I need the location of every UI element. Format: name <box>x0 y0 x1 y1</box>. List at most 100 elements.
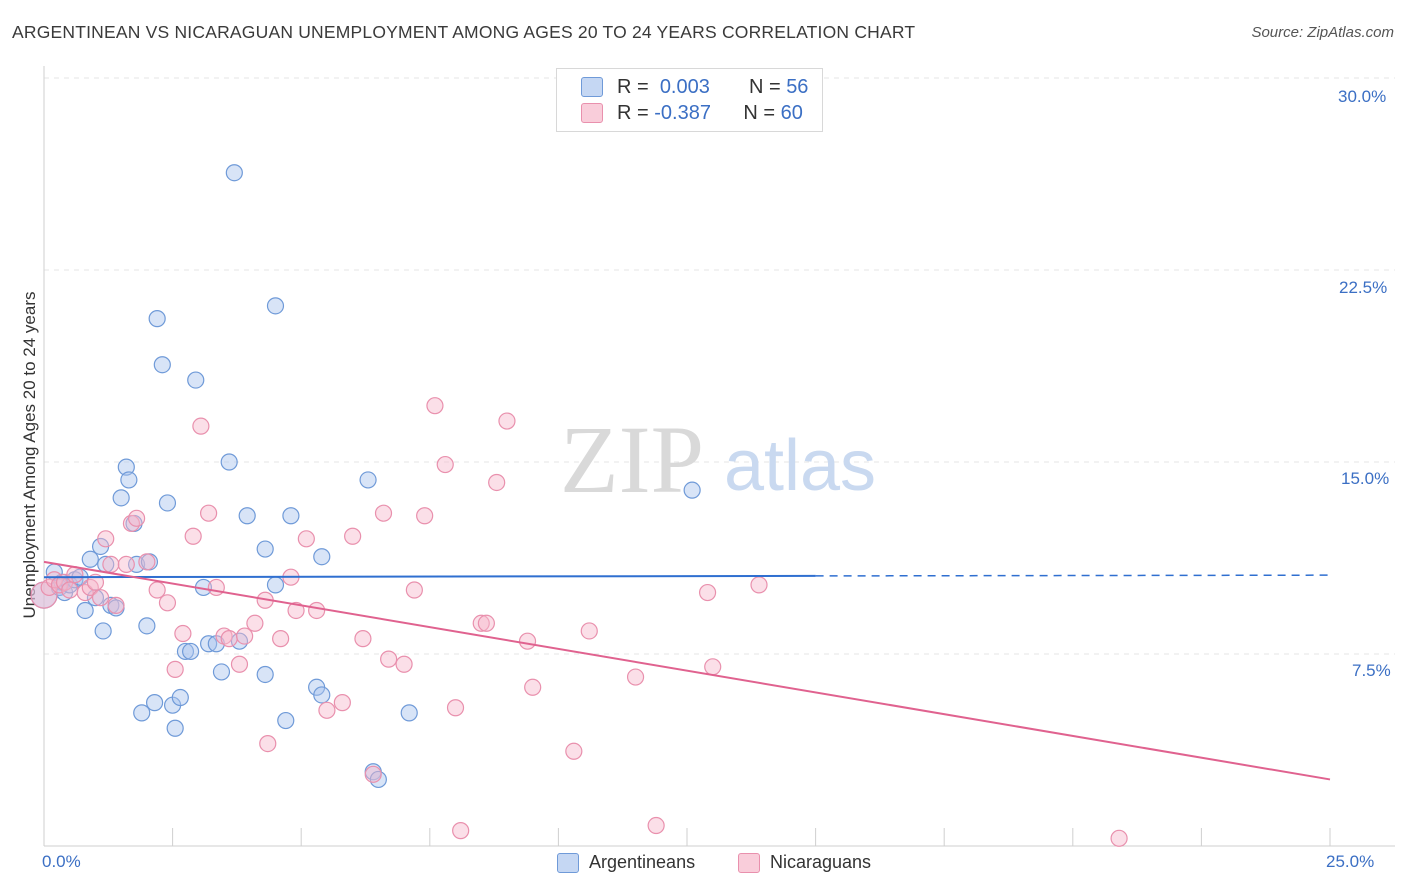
nicaraguans-point <box>580 622 598 640</box>
r-value: -0.387 <box>654 101 711 124</box>
legend-item-nicaraguans: Nicaraguans <box>738 852 871 873</box>
argentineans-point <box>148 310 166 328</box>
nicaraguans-point <box>488 473 506 492</box>
nicaraguans-point <box>405 581 423 599</box>
argentineans-point <box>94 622 112 640</box>
argentineans-point <box>225 164 243 182</box>
chart-title: ARGENTINEAN VS NICARAGUAN UNEMPLOYMENT A… <box>12 22 916 42</box>
nicaraguans-point <box>166 660 184 678</box>
nicaraguans-point <box>374 504 393 522</box>
argentineans-point <box>313 686 331 704</box>
n-value: 60 <box>780 101 803 124</box>
argentineans-point <box>230 632 249 650</box>
nicaraguans-point <box>236 627 254 645</box>
correlation-legend: R = 0.003 N = 56 R = -0.387 N = 60 <box>556 68 823 132</box>
nicaraguans-point <box>344 527 362 545</box>
nicaraguans-point <box>66 566 84 584</box>
argentineans-point <box>112 489 130 507</box>
nicaraguans-point <box>207 578 225 597</box>
nicaraguans-point <box>308 601 326 620</box>
nicaraguans-point <box>81 578 99 597</box>
legend-item-argentineans: Argentineans <box>557 852 695 873</box>
nicaraguans-point <box>318 701 336 719</box>
argentineans-point <box>266 297 285 315</box>
argentineans-point <box>683 481 701 499</box>
legend-label-nicaraguans: Nicaraguans <box>770 852 872 872</box>
nicaraguans-point <box>200 504 218 522</box>
series-legend: Argentineans Nicaraguans <box>0 852 1406 876</box>
nicaraguans-point <box>436 455 454 474</box>
nicaraguans-point <box>174 624 192 643</box>
argentineans-point <box>166 719 184 737</box>
nicaraguans-point <box>380 650 398 668</box>
argentineans-point <box>117 458 135 476</box>
nicaraguans-point <box>704 658 722 676</box>
argentineans-swatch <box>557 852 579 873</box>
argentineans-point <box>359 471 377 489</box>
x-tick-label-min: 0.0% <box>42 852 81 871</box>
r-value: 0.003 <box>659 75 710 98</box>
nicaraguans-point <box>122 514 141 533</box>
n-label: N = <box>748 75 781 98</box>
y-tick-label-15: 15.0% <box>1341 469 1390 488</box>
nicaraguans-point <box>395 655 413 673</box>
y-tick-label-7.5: 7.5% <box>1352 661 1391 680</box>
nicaraguans-point <box>426 397 444 415</box>
argentineans-trend-extension <box>815 574 1331 577</box>
nicaraguans-point <box>138 553 156 571</box>
argentineans-point <box>86 589 105 607</box>
nicaraguans-point <box>107 596 125 614</box>
legend-row-argentineans: R = 0.003 N = 56 <box>581 75 808 99</box>
argentineans-point <box>238 507 256 525</box>
argentineans-point <box>277 711 295 730</box>
argentineans-trend-line <box>43 574 816 579</box>
nicaraguans-point <box>259 734 277 753</box>
nicaraguans-point <box>452 822 470 840</box>
argentineans-point <box>256 540 274 558</box>
y-tick-label-30: 30.0% <box>1338 87 1387 106</box>
nicaraguans-point <box>626 668 645 686</box>
watermark-atlas: atlas <box>724 426 876 506</box>
nicaraguans-swatch <box>738 852 760 873</box>
nicaraguans-point <box>698 583 717 602</box>
argentineans-point <box>220 453 238 471</box>
nicaraguans-point <box>86 573 105 591</box>
nicaraguans-trend-line <box>43 560 1331 781</box>
argentineans-point <box>400 704 418 722</box>
argentineans-point <box>138 617 156 635</box>
nicaraguans-point <box>416 507 434 525</box>
nicaraguans-point <box>45 571 63 589</box>
argentineans-point <box>182 642 200 661</box>
nicaraguans-point <box>192 417 210 435</box>
nicaraguans-point <box>565 742 583 760</box>
argentineans-point <box>313 548 331 566</box>
source-label: Source: ZipAtlas.com <box>1251 24 1394 41</box>
argentineans-point <box>158 494 177 512</box>
nicaraguans-point <box>364 765 382 783</box>
argentineans-point <box>133 704 151 722</box>
nicaraguans-point <box>477 614 495 632</box>
nicaraguans-point <box>158 594 177 612</box>
nicaraguans-point <box>287 601 305 620</box>
legend-row-nicaraguans: R = -0.387 N = 60 <box>581 101 803 125</box>
n-value: 56 <box>786 75 809 98</box>
nicaraguans-point <box>220 630 238 648</box>
argentineans-point <box>120 471 138 489</box>
nicaraguans-point <box>61 581 79 599</box>
nicaraguans-point <box>117 555 135 574</box>
argentineans-point <box>171 688 189 707</box>
nicaraguans-point <box>297 530 315 548</box>
argentineans-point <box>76 601 94 620</box>
argentineans-point <box>266 576 285 594</box>
nicaraguans-point <box>76 583 94 602</box>
argentineans-point <box>153 356 171 374</box>
argentineans-point <box>187 371 205 389</box>
argentineans-point <box>81 550 99 568</box>
legend-label-argentineans: Argentineans <box>589 852 696 872</box>
nicaraguans-point <box>333 694 351 712</box>
nicaraguans-point <box>446 699 465 717</box>
nicaraguans-point <box>102 555 120 574</box>
nicaraguans-point <box>518 632 537 650</box>
nicaraguans-point <box>472 614 490 632</box>
